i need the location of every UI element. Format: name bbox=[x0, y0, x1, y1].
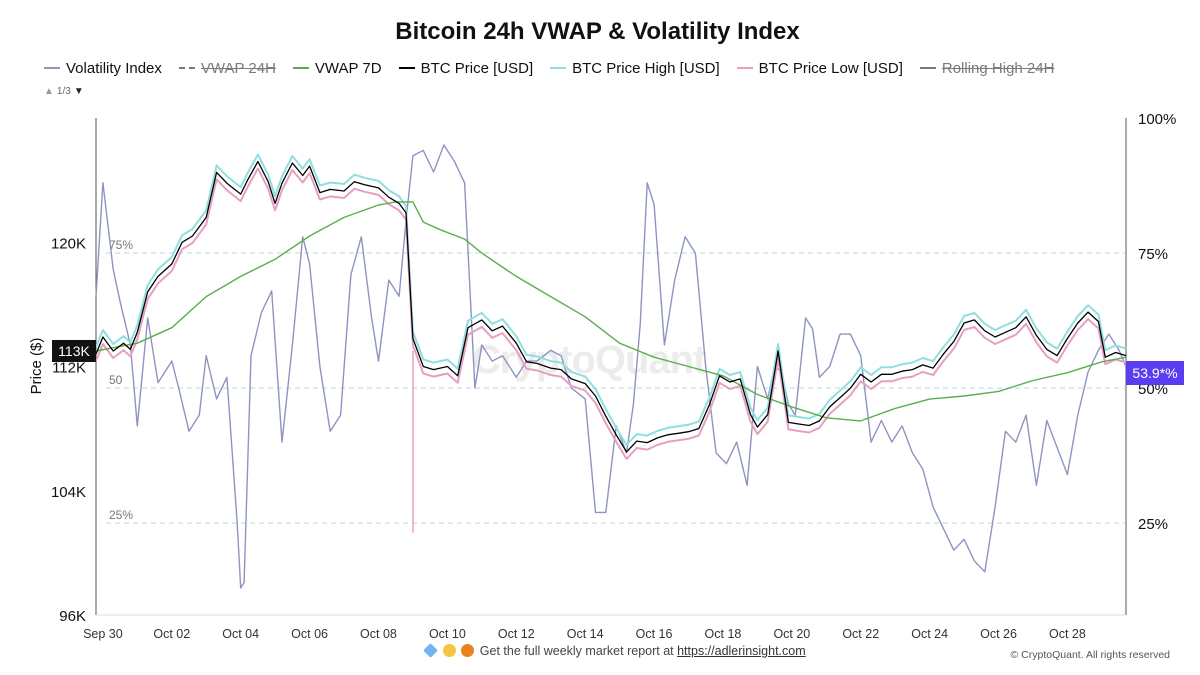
triangle-down-icon[interactable]: ▼ bbox=[73, 86, 84, 97]
x-tick-label: Oct 28 bbox=[1049, 627, 1086, 641]
reference-line-label: 25% bbox=[109, 508, 133, 522]
footer-text: Get the full weekly market report at bbox=[479, 644, 678, 658]
legend-item[interactable]: VWAP 7D bbox=[292, 59, 382, 77]
x-tick-label: Oct 22 bbox=[842, 627, 879, 641]
reference-line-label: 75% bbox=[109, 238, 133, 252]
x-tick-label: Oct 24 bbox=[911, 627, 948, 641]
y-left-tick-label: 120K bbox=[51, 235, 86, 252]
x-tick-label: Oct 02 bbox=[153, 627, 190, 641]
x-tick-label: Oct 16 bbox=[636, 627, 673, 641]
legend-swatch bbox=[178, 67, 195, 69]
x-tick-label: Oct 20 bbox=[773, 627, 810, 641]
btc-price-line bbox=[95, 160, 1127, 453]
legend-label: Rolling High 24H bbox=[941, 59, 1055, 77]
legend-label: BTC Price [USD] bbox=[420, 59, 534, 77]
current-vol-label: 53.9*% bbox=[1132, 365, 1177, 381]
x-tick-label: Oct 06 bbox=[291, 627, 328, 641]
legend-swatch bbox=[736, 67, 753, 69]
legend-swatch bbox=[550, 67, 567, 69]
legend-swatch bbox=[919, 67, 936, 69]
vwap-7d-line bbox=[95, 201, 1127, 422]
legend-item[interactable]: Volatility Index bbox=[44, 60, 162, 77]
current-vol-marker bbox=[1126, 361, 1184, 385]
legend-item[interactable]: BTC Price High [USD] bbox=[550, 60, 720, 77]
watermark: CryptoQuant bbox=[472, 338, 706, 382]
legend-label: VWAP 24H bbox=[200, 59, 276, 77]
y-left-tick-label: 104K bbox=[51, 484, 86, 501]
btc-price-high-line bbox=[95, 153, 1127, 446]
volatility-index-line bbox=[95, 144, 1127, 589]
legend-pager: ▲ 1/3 ▼ bbox=[44, 86, 84, 97]
footer-link[interactable]: https://adlerinsight.com bbox=[677, 644, 806, 658]
y-right-tick-label: 25% bbox=[1138, 516, 1168, 533]
legend-label: VWAP 7D bbox=[314, 59, 382, 77]
x-tick-label: Oct 10 bbox=[429, 627, 466, 641]
legend-swatch bbox=[44, 67, 60, 69]
orange-circle-icon bbox=[461, 644, 475, 657]
legend-label: Volatility Index bbox=[66, 59, 162, 77]
legend-label: BTC Price High [USD] bbox=[572, 59, 720, 77]
legend-item[interactable]: BTC Price [USD] bbox=[398, 59, 534, 77]
triangle-up-icon[interactable]: ▲ bbox=[44, 86, 54, 97]
x-tick-label: Oct 14 bbox=[567, 627, 604, 641]
legend-item[interactable]: BTC Price Low [USD] bbox=[736, 59, 903, 77]
legend: Volatility Index VWAP 24H VWAP 7D BTC Price… bbox=[44, 58, 1071, 78]
legend-item[interactable]: Rolling High 24H bbox=[919, 59, 1055, 77]
x-tick-label: Oct 26 bbox=[980, 627, 1017, 641]
legend-swatch bbox=[398, 67, 415, 69]
current-price-marker bbox=[52, 339, 96, 362]
legend-item[interactable]: VWAP 24H bbox=[178, 59, 276, 77]
raised-hands-icon bbox=[442, 644, 456, 657]
legend-swatch bbox=[292, 67, 309, 69]
x-tick-label: Oct 18 bbox=[705, 627, 742, 641]
y-left-tick-label: 112K bbox=[52, 360, 86, 377]
reference-line-label: 50 bbox=[109, 373, 123, 387]
current-price-label: 113K bbox=[58, 343, 90, 359]
x-tick-label: Oct 04 bbox=[222, 627, 259, 641]
y-left-tick-label: 96K bbox=[59, 608, 86, 625]
footer: Get the full weekly market report at htt… bbox=[0, 643, 1200, 658]
y-axis-label: Price ($) bbox=[28, 338, 45, 395]
y-right-tick-label: 75% bbox=[1138, 246, 1168, 263]
btc-price-low-line bbox=[95, 167, 1127, 460]
y-right-tick-label: 50% bbox=[1138, 381, 1168, 398]
chart-title: Bitcoin 24h VWAP & Volatility Index bbox=[395, 18, 800, 45]
y-right-tick-label: 100% bbox=[1138, 111, 1176, 128]
legend-label: BTC Price Low [USD] bbox=[758, 59, 903, 77]
copyright: © CryptoQuant. All rights reserved bbox=[1010, 649, 1170, 661]
gem-icon bbox=[423, 643, 439, 658]
x-tick-label: Oct 12 bbox=[498, 627, 535, 641]
x-tick-label: Sep 30 bbox=[83, 627, 123, 641]
legend-page-text: 1/3 bbox=[56, 86, 71, 97]
x-tick-label: Oct 08 bbox=[360, 627, 397, 641]
